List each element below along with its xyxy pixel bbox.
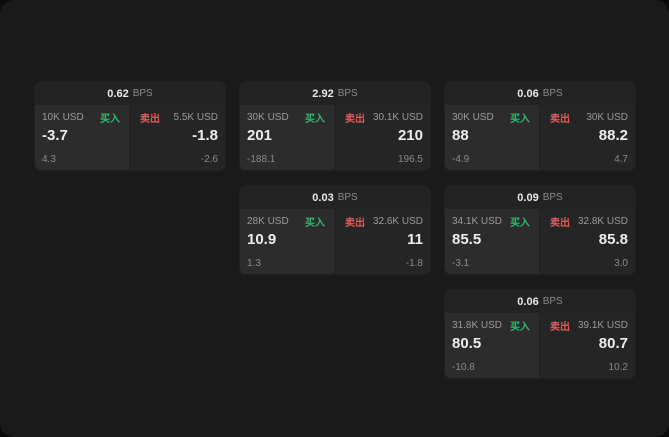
card-header: 2.92 BPS (240, 82, 430, 105)
buy-button[interactable]: 买入 (100, 114, 120, 125)
buy-button[interactable]: 买入 (305, 218, 325, 229)
bid-change: -3.1 (452, 258, 470, 269)
ask-size: 32.6K USD (372, 216, 423, 227)
ask-size: 30K USD (586, 112, 628, 123)
card-header: 0.03 BPS (240, 186, 430, 209)
bid-price: 88 (452, 127, 469, 144)
sell-button[interactable]: 卖出 (345, 218, 365, 229)
bps-value: 0.06 (517, 87, 539, 100)
bid-tile: 34.1K USD 买入 85.5 -3.1 (445, 209, 539, 274)
ask-change: -1.8 (405, 258, 423, 269)
bid-price: 201 (247, 127, 273, 144)
bid-size: 28K USD (247, 216, 289, 227)
ask-change: 10.2 (608, 362, 628, 373)
bps-value: 0.03 (312, 191, 334, 204)
card-header: 0.06 BPS (445, 82, 635, 105)
sell-button[interactable]: 卖出 (550, 218, 570, 229)
quote-card: 0.03 BPS 28K USD 买入 10.9 1.3 卖出 32.6K US… (240, 186, 430, 274)
card-body: 30K USD 买入 88 -4.9 卖出 30K USD 88.2 4.7 (445, 105, 635, 170)
bps-unit-label: BPS (337, 88, 358, 99)
bid-change: 1.3 (247, 258, 261, 269)
quote-card-grid: 0.62 BPS 10K USD 买入 -3.7 4.3 卖出 5.5K USD (35, 82, 635, 378)
card-body: 31.8K USD 买入 80.5 -10.8 卖出 39.1K USD 80.… (445, 313, 635, 378)
bps-value: 2.92 (312, 87, 334, 100)
ask-price: 88.2 (598, 127, 628, 144)
buy-button[interactable]: 买入 (510, 218, 530, 229)
bid-size: 31.8K USD (452, 320, 503, 331)
sell-button[interactable]: 卖出 (140, 114, 160, 125)
buy-button[interactable]: 买入 (305, 114, 325, 125)
bps-value: 0.09 (517, 191, 539, 204)
quote-card: 0.06 BPS 31.8K USD 买入 80.5 -10.8 卖出 39.1… (445, 290, 635, 378)
ask-tile: 卖出 30K USD 88.2 4.7 (541, 105, 635, 170)
bid-size: 34.1K USD (452, 216, 503, 227)
quote-card: 2.92 BPS 30K USD 买入 201 -188.1 卖出 30.1K … (240, 82, 430, 170)
ask-size: 5.5K USD (173, 112, 218, 123)
card-body: 30K USD 买入 201 -188.1 卖出 30.1K USD 210 1… (240, 105, 430, 170)
buy-button[interactable]: 买入 (510, 322, 530, 333)
ask-tile: 卖出 32.8K USD 85.8 3.0 (541, 209, 635, 274)
ask-price: -1.8 (192, 127, 218, 144)
bps-value: 0.62 (107, 87, 129, 100)
bid-tile: 31.8K USD 买入 80.5 -10.8 (445, 313, 539, 378)
ask-change: 196.5 (397, 154, 423, 165)
ask-change: 3.0 (614, 258, 628, 269)
bid-tile: 28K USD 买入 10.9 1.3 (240, 209, 334, 274)
bps-unit-label: BPS (542, 88, 563, 99)
ask-price: 80.7 (598, 335, 628, 352)
ask-tile: 卖出 5.5K USD -1.8 -2.6 (131, 105, 225, 170)
bid-tile: 10K USD 买入 -3.7 4.3 (35, 105, 129, 170)
ask-size: 39.1K USD (577, 320, 628, 331)
bps-unit-label: BPS (542, 192, 563, 203)
ask-change: 4.7 (614, 154, 628, 165)
ask-size: 32.8K USD (577, 216, 628, 227)
ask-tile: 卖出 30.1K USD 210 196.5 (336, 105, 430, 170)
sell-button[interactable]: 卖出 (550, 114, 570, 125)
bid-change: -4.9 (452, 154, 470, 165)
card-body: 34.1K USD 买入 85.5 -3.1 卖出 32.8K USD 85.8… (445, 209, 635, 274)
bid-change: 4.3 (42, 154, 56, 165)
bps-unit-label: BPS (542, 296, 563, 307)
ask-size: 30.1K USD (372, 112, 423, 123)
card-body: 28K USD 买入 10.9 1.3 卖出 32.6K USD 11 -1.8 (240, 209, 430, 274)
ask-tile: 卖出 32.6K USD 11 -1.8 (336, 209, 430, 274)
sell-button[interactable]: 卖出 (345, 114, 365, 125)
card-header: 0.62 BPS (35, 82, 225, 105)
bid-price: -3.7 (42, 127, 68, 144)
buy-button[interactable]: 买入 (510, 114, 530, 125)
ask-change: -2.6 (200, 154, 218, 165)
quote-card: 0.06 BPS 30K USD 买入 88 -4.9 卖出 30K USD (445, 82, 635, 170)
bid-price: 80.5 (452, 335, 482, 352)
card-header: 0.09 BPS (445, 186, 635, 209)
quote-card: 0.62 BPS 10K USD 买入 -3.7 4.3 卖出 5.5K USD (35, 82, 225, 170)
bid-tile: 30K USD 买入 88 -4.9 (445, 105, 539, 170)
bid-tile: 30K USD 买入 201 -188.1 (240, 105, 334, 170)
sell-button[interactable]: 卖出 (550, 322, 570, 333)
ask-tile: 卖出 39.1K USD 80.7 10.2 (541, 313, 635, 378)
bps-unit-label: BPS (337, 192, 358, 203)
bid-size: 30K USD (247, 112, 289, 123)
bps-value: 0.06 (517, 295, 539, 308)
card-header: 0.06 BPS (445, 290, 635, 313)
bid-change: -188.1 (247, 154, 276, 165)
bid-change: -10.8 (452, 362, 475, 373)
ask-price: 85.8 (598, 231, 628, 248)
bid-price: 85.5 (452, 231, 482, 248)
quote-card: 0.09 BPS 34.1K USD 买入 85.5 -3.1 卖出 32.8K… (445, 186, 635, 274)
card-body: 10K USD 买入 -3.7 4.3 卖出 5.5K USD -1.8 -2.… (35, 105, 225, 170)
bps-unit-label: BPS (132, 88, 153, 99)
bid-size: 10K USD (42, 112, 84, 123)
ask-price: 210 (397, 127, 423, 144)
bid-size: 30K USD (452, 112, 494, 123)
bid-price: 10.9 (247, 231, 277, 248)
ask-price: 11 (407, 231, 423, 248)
